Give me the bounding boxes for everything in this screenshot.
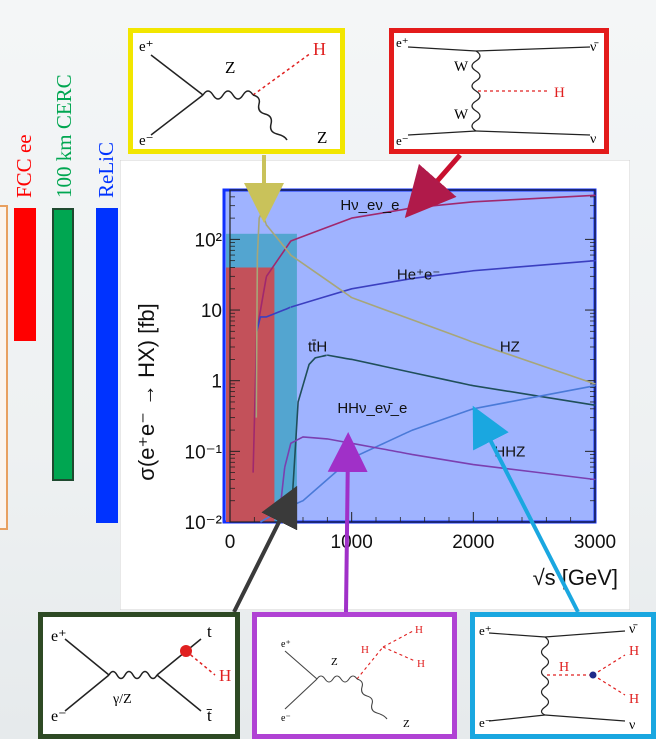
left-panel-fragment [0, 205, 8, 530]
hz-eminus-label: e⁻ [139, 133, 154, 149]
hhz-diagram-box: e⁺ e⁻ Z H H H Z [252, 612, 457, 739]
hhz-h0-label: H [361, 644, 369, 656]
hz-h-label: H [313, 39, 326, 59]
ww-diagram-box: e⁺ e⁻ W W H ν̄ ν [389, 28, 609, 154]
cerc-bar [52, 208, 74, 481]
y-axis-label: σ(e⁺e⁻ → HX) [fb] [134, 303, 159, 480]
x-tick-label: 2000 [452, 532, 494, 553]
hhvv-h1-label: H [629, 644, 639, 659]
cross-section-chart: 10² 10 1 10⁻¹ 10⁻²0 1000 2000 3000 Hν_eν_e He⁺e⁻… [120, 160, 630, 610]
relic-bar [96, 208, 118, 523]
y-tick-label: 1 [211, 372, 222, 393]
series-line-1 [256, 259, 596, 332]
series-line-2 [255, 210, 596, 418]
hhz-arrow [327, 432, 368, 613]
hhvv-feynman-diagram: e⁺ e⁻ H H H ν̄ ν [479, 622, 639, 733]
hhvv-eplus-label: e⁺ [479, 623, 492, 638]
y-tick-label: 10² [195, 230, 222, 251]
ww-feynman-diagram: e⁺ e⁻ W W H ν̄ ν [396, 35, 599, 148]
tth-eminus-label: e⁻ [51, 708, 67, 725]
ww-arrow [404, 153, 462, 219]
tth-tbar-label: t̄ [206, 706, 212, 725]
tth-feynman-diagram: e⁺ e⁻ γ/Z t H t̄ [51, 622, 231, 725]
hhvv-arrow [472, 405, 580, 613]
hhz-feynman-diagram: e⁺ e⁻ Z H H H Z [281, 624, 425, 730]
hhz-z2-label: Z [403, 718, 410, 730]
tth-eplus-label: e⁺ [51, 628, 67, 645]
label-hvv: Hν_eν_e [340, 197, 399, 214]
hhvv-h0-label: H [559, 660, 569, 675]
tth-t-label: t [207, 622, 212, 641]
tth-prop-label: γ/Z [112, 692, 132, 707]
y-tick-label: 10⁻¹ [185, 442, 223, 463]
label-hhvv: HHν_eν̄_e [337, 400, 407, 417]
y-tick-label: 10 [201, 301, 222, 322]
hz-feynman-diagram: e⁺ e⁻ Z H Z [139, 39, 327, 149]
tth-diagram-box: e⁺ e⁻ γ/Z t H t̄ [38, 612, 240, 739]
tth-h-label: H [219, 666, 231, 685]
ww-w1-label: W [454, 59, 469, 75]
fcc-ee-bar [14, 208, 36, 341]
hhvv-h2-label: H [629, 692, 639, 707]
hhz-z-label: Z [331, 656, 338, 668]
hhz-h1-label: H [415, 624, 423, 636]
chart-background [120, 160, 630, 610]
x-tick-label: 0 [225, 532, 236, 553]
x-tick-label: 3000 [574, 532, 616, 553]
hhvv-nubar-label: ν̄ [629, 622, 638, 637]
hz-z-label: Z [225, 58, 235, 77]
ww-w2-label: W [454, 107, 469, 123]
hz-diagram-box: e⁺ e⁻ Z H Z [128, 28, 345, 154]
y-tick-label: 10⁻² [185, 513, 223, 534]
ww-nubar-label: ν̄ [590, 40, 599, 55]
hhz-eminus-label: e⁻ [281, 713, 291, 724]
ww-eplus-label: e⁺ [396, 35, 409, 50]
series-line-3 [290, 354, 596, 523]
tth-arrow [232, 485, 298, 613]
label-hz: HZ [500, 338, 520, 355]
x-tick-label: 1000 [331, 532, 373, 553]
hz-eplus-label: e⁺ [139, 39, 154, 55]
hhvv-eminus-label: e⁻ [479, 715, 492, 730]
ww-eminus-label: e⁻ [396, 133, 409, 148]
series-line-5 [277, 436, 596, 523]
label-hee: He⁺e⁻ [397, 267, 440, 284]
x-axis-label: √s [GeV] [533, 565, 618, 590]
hhz-h2-label: H [417, 658, 425, 670]
label-tth: tt̄H [308, 338, 327, 355]
hhz-eplus-label: e⁺ [281, 639, 291, 650]
ww-h-label: H [554, 85, 565, 101]
hhvv-diagram-box: e⁺ e⁻ H H H ν̄ ν [470, 612, 656, 739]
hz-z2-label: Z [317, 128, 327, 147]
hhvv-nu-label: ν [629, 718, 635, 733]
ww-nu-label: ν [590, 132, 596, 147]
